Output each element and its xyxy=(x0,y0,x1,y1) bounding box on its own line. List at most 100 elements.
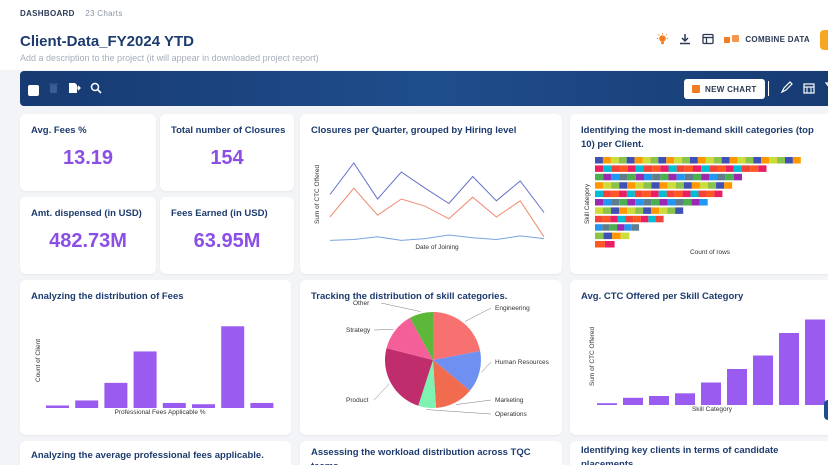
toolbar: NEW CHART xyxy=(20,71,828,106)
kpi-label: Total number of Closures xyxy=(171,125,286,136)
description-field[interactable]: Add a description to the project (it wil… xyxy=(20,53,319,63)
kpi-card-fees-earned[interactable]: Fees Earned (in USD) 63.95M xyxy=(160,197,294,274)
select-all-checkbox[interactable] xyxy=(28,84,39,96)
bar-segment xyxy=(674,190,683,198)
y-axis-label: Sum of CTC Offered xyxy=(314,164,321,224)
bar-segment xyxy=(651,207,660,214)
bar-segment xyxy=(706,190,715,198)
bar-segment xyxy=(651,182,660,189)
kpi-label: Amt. dispensed (in USD) xyxy=(31,208,142,219)
bar-segment xyxy=(610,190,619,198)
layout-icon[interactable] xyxy=(701,32,715,46)
bar-segment xyxy=(758,165,767,172)
bar-segment xyxy=(733,173,742,181)
bar-segment xyxy=(761,157,770,164)
bar-segment xyxy=(667,207,676,214)
ctc-bar xyxy=(779,333,799,405)
bar-segment xyxy=(595,157,603,164)
bar-segment xyxy=(693,173,702,181)
bar-segment xyxy=(595,190,603,198)
bar-segment xyxy=(717,165,726,172)
new-chart-button[interactable]: NEW CHART xyxy=(684,79,765,99)
search-icon[interactable] xyxy=(90,81,102,99)
bar-segment xyxy=(682,190,691,198)
bar-segment xyxy=(595,224,603,231)
calendar-icon[interactable] xyxy=(803,81,815,99)
bar-segment xyxy=(667,182,676,189)
download-icon[interactable] xyxy=(678,32,692,46)
bar-segment xyxy=(725,165,734,172)
bar-segment xyxy=(753,157,762,164)
y-axis-label: Sum of CTC Offered xyxy=(589,326,596,386)
export-icon[interactable] xyxy=(68,81,81,99)
bar-segment xyxy=(784,157,793,164)
bar-segment xyxy=(618,157,627,164)
bar-segment xyxy=(660,165,669,172)
bar-segment xyxy=(619,182,628,189)
bar-segment xyxy=(595,199,604,206)
fees-bar xyxy=(75,400,99,408)
bar-segment xyxy=(667,199,676,206)
chart-title: Avg. CTC Offered per Skill Category xyxy=(581,291,744,302)
chart-title: Analyzing the average professional fees … xyxy=(31,450,264,461)
bar-segment xyxy=(659,182,668,189)
kpi-card-avg-fees[interactable]: Avg. Fees % 13.19 xyxy=(20,114,156,191)
bar-segment xyxy=(683,182,692,189)
combine-data-label: COMBINE DATA xyxy=(745,34,810,44)
pie-label: Product xyxy=(346,397,369,404)
brush-icon[interactable] xyxy=(780,81,793,99)
pie-slice xyxy=(418,360,436,409)
bar-segment xyxy=(619,165,628,172)
bar-segment xyxy=(642,157,651,164)
bar-segment xyxy=(651,199,660,206)
bar-segment xyxy=(643,199,652,206)
lightbulb-icon[interactable] xyxy=(655,32,669,46)
pie-leader xyxy=(426,409,492,415)
bar-segment xyxy=(666,157,675,164)
page-title[interactable]: Client-Data_FY2024 YTD xyxy=(20,33,194,50)
bar-segment xyxy=(709,173,718,181)
chart-card-skill-distribution[interactable]: Tracking the distribution of skill categ… xyxy=(300,280,562,435)
chart-card-avg-fees-applicable[interactable]: Analyzing the average professional fees … xyxy=(20,441,291,465)
combine-data-button[interactable]: COMBINE DATA xyxy=(724,34,810,44)
bar-segment xyxy=(604,241,615,248)
bar-segment xyxy=(714,190,723,198)
chart-card-ctc-per-skill[interactable]: Avg. CTC Offered per Skill Category Skil… xyxy=(570,280,828,435)
kpi-card-dispensed[interactable]: Amt. dispensed (in USD) 482.73M xyxy=(20,197,156,274)
bar-segment xyxy=(635,199,644,206)
bar-segment xyxy=(612,232,621,240)
bar-segment xyxy=(627,182,636,189)
breadcrumb-dashboard[interactable]: DASHBOARD xyxy=(20,9,75,18)
y-axis-label: Count of Client xyxy=(35,339,42,382)
chart-card-in-demand-skills[interactable]: Identifying the most in-demand skill cat… xyxy=(570,114,828,274)
kpi-value: 63.95M xyxy=(193,230,261,252)
bar-segment xyxy=(611,165,620,172)
bar-segment xyxy=(742,165,751,172)
chart-card-fees-distribution[interactable]: Analyzing the distribution of Fees Profe… xyxy=(20,280,291,435)
combine-icon xyxy=(724,35,740,43)
pie-leader xyxy=(455,399,492,405)
bar-segment xyxy=(698,190,707,198)
line-chart: Date of Joining Sum of CTC Offered xyxy=(314,162,545,251)
bar-segment xyxy=(717,173,726,181)
chart-card-closures-quarter[interactable]: Closures per Quarter, grouped by Hiring … xyxy=(300,114,562,274)
pie-leader xyxy=(373,383,390,401)
bar-segment xyxy=(611,182,620,189)
bar-segment xyxy=(652,165,661,172)
trash-icon[interactable] xyxy=(48,81,59,99)
toolbar-divider xyxy=(768,81,769,96)
bar-segment xyxy=(603,232,613,240)
bar-segment xyxy=(644,165,653,172)
y-axis-label: Skill Category xyxy=(584,183,591,224)
pie-leader xyxy=(481,361,492,373)
kpi-label: Avg. Fees % xyxy=(31,125,87,136)
fees-bar xyxy=(104,382,128,408)
pie-label: Engineering xyxy=(495,305,530,312)
chart-card-workload[interactable]: Assessing the workload distribution acro… xyxy=(300,441,562,465)
fees-bar xyxy=(46,405,69,408)
ctc-bar xyxy=(623,397,643,405)
scroll-handle[interactable] xyxy=(824,400,828,420)
chart-card-key-clients[interactable]: Identifying key clients in terms of cand… xyxy=(570,441,828,465)
kpi-card-closures[interactable]: Total number of Closures 154 xyxy=(160,114,294,191)
side-panel-tab[interactable] xyxy=(820,30,828,50)
